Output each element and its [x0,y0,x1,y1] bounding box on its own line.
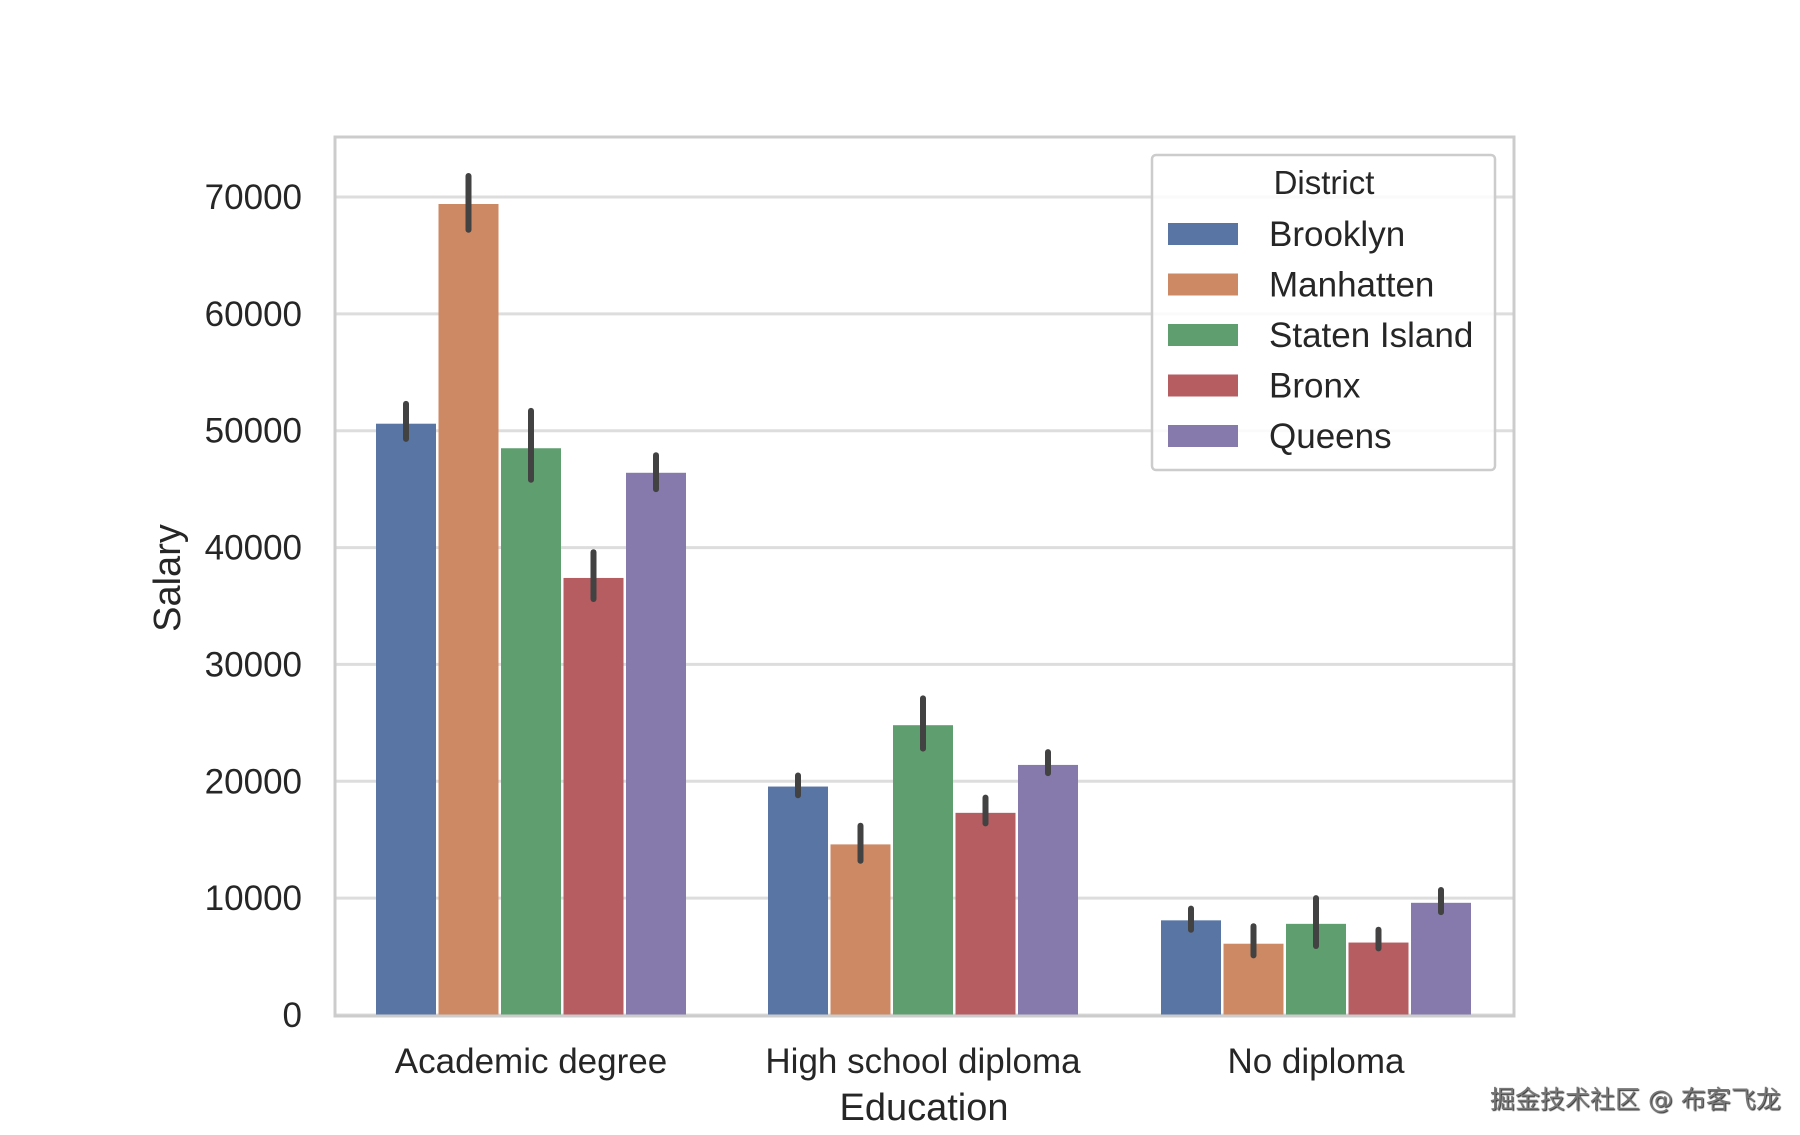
y-tick-label: 10000 [205,879,302,918]
bar [955,812,1016,1015]
y-tick-label: 50000 [205,412,302,451]
legend-label: Staten Island [1269,316,1473,355]
bar [830,844,891,1015]
y-axis-label: Salary [147,524,189,632]
x-tick-label: Academic degree [395,1042,667,1081]
y-ticks: 0 10000 20000 30000 40000 50000 60000 70000 [205,178,302,1035]
legend-title: District [1274,164,1375,201]
y-tick-label: 0 [283,996,302,1035]
bars [376,172,1471,1016]
legend-label: Bronx [1269,367,1361,406]
y-tick-label: 60000 [205,295,302,334]
bar [1411,902,1471,1015]
bar [768,786,828,1015]
x-axis-label: Education [839,1087,1008,1129]
y-tick-label: 40000 [205,529,302,568]
legend-label: Queens [1269,417,1392,456]
x-tick-label: No diploma [1227,1042,1405,1081]
legend-swatch [1168,324,1238,346]
x-ticks: Academic degree High school diploma No dip… [395,1042,1405,1081]
bar [563,577,624,1015]
bar [438,204,499,1016]
bar [893,725,953,1015]
watermark: 掘金技术社区 @ 布客飞龙 [1490,1085,1781,1114]
legend-swatch [1168,273,1238,296]
legend-swatch [1168,425,1238,447]
bar [501,448,561,1015]
x-tick-label: High school diploma [765,1042,1081,1081]
bar [376,423,436,1015]
bar [1348,942,1409,1015]
y-tick-label: 70000 [205,178,302,217]
bar [1161,920,1221,1015]
bar [626,472,686,1016]
y-tick-label: 30000 [205,645,302,684]
legend-swatch [1168,223,1238,245]
plot-frame [333,135,1516,1018]
legend-swatch [1168,374,1238,397]
bar [1018,764,1078,1015]
legend: District Brooklyn Manhatten Staten Island Br… [1150,153,1497,472]
y-tick-label: 20000 [205,762,302,801]
legend-label: Brooklyn [1269,215,1405,254]
legend-label: Manhatten [1269,266,1434,305]
